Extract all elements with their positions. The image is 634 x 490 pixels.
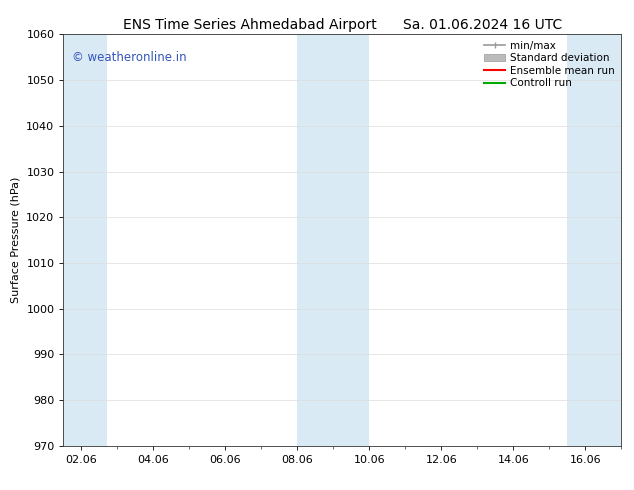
Legend: min/max, Standard deviation, Ensemble mean run, Controll run: min/max, Standard deviation, Ensemble me… <box>480 36 619 93</box>
Bar <box>63 34 107 446</box>
Y-axis label: Surface Pressure (hPa): Surface Pressure (hPa) <box>11 177 21 303</box>
Bar <box>567 34 621 446</box>
Bar <box>297 34 370 446</box>
Text: © weatheronline.in: © weatheronline.in <box>72 51 186 64</box>
Title: ENS Time Series Ahmedabad Airport      Sa. 01.06.2024 16 UTC: ENS Time Series Ahmedabad Airport Sa. 01… <box>123 18 562 32</box>
